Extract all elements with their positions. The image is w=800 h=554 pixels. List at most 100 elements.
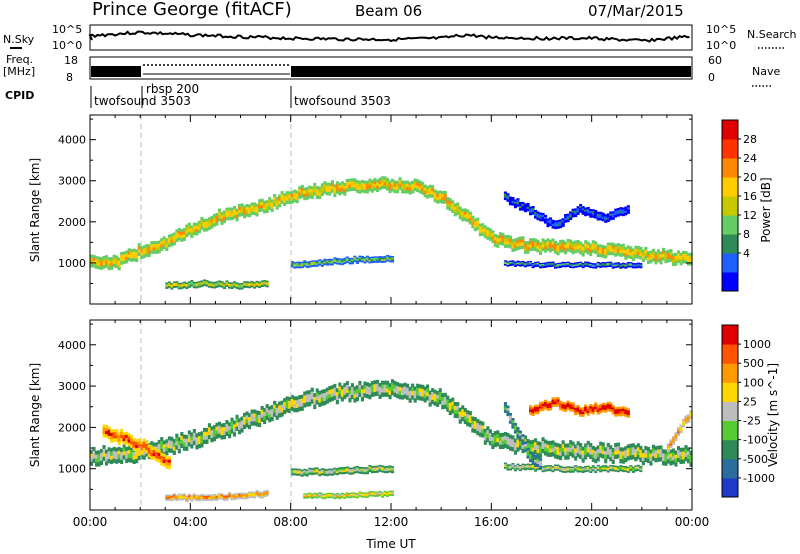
heatmap-cell [290, 398, 294, 404]
heatmap-cell [421, 191, 425, 195]
heatmap-cell [365, 180, 369, 185]
heatmap-cell [278, 197, 282, 202]
heatmap-cell [621, 413, 625, 416]
heatmap-cell [300, 474, 304, 477]
heatmap-cell [175, 445, 179, 450]
heatmap-cell [263, 493, 267, 496]
heatmap-cell [90, 254, 94, 259]
heatmap-cell [318, 470, 322, 473]
heatmap-cell [569, 471, 573, 473]
heatmap-cell [140, 249, 144, 253]
heatmap-cell [125, 259, 129, 264]
heatmap-cell [358, 388, 362, 394]
heatmap-cell [546, 452, 550, 457]
heatmap-cell [368, 178, 372, 183]
heatmap-cell [584, 261, 588, 264]
heatmap-cell [348, 187, 352, 192]
heatmap-cell [581, 262, 585, 265]
heatmap-cell [192, 225, 196, 230]
heatmap-cell [566, 217, 570, 221]
heatmap-cell [518, 438, 522, 442]
heatmap-cell [609, 262, 613, 265]
heatmap-cell [197, 494, 201, 497]
heatmap-cell [325, 185, 329, 190]
heatmap-cell [586, 452, 590, 457]
heatmap-cell [526, 439, 530, 444]
heatmap-cell [391, 387, 395, 392]
heatmap-cell [564, 264, 568, 267]
heatmap-cell [468, 217, 472, 222]
heatmap-cell [516, 237, 520, 241]
heatmap-cell [584, 209, 588, 213]
heatmap-cell [248, 283, 252, 286]
heatmap-cell [596, 244, 600, 248]
heatmap-cell [335, 261, 339, 263]
heatmap-cell [599, 406, 603, 409]
heatmap-cell [636, 455, 640, 460]
heatmap-cell [230, 425, 234, 430]
heatmap-cell [423, 193, 427, 198]
heatmap-cell [546, 403, 550, 407]
heatmap-cell [348, 398, 352, 403]
heatmap-cell [333, 495, 337, 497]
heatmap-cell [240, 497, 244, 500]
heatmap-cell [310, 494, 314, 497]
heatmap-cell [614, 250, 618, 254]
y-tick-label: 1000 [58, 257, 86, 270]
heatmap-cell [345, 381, 349, 386]
heatmap-cell [566, 239, 570, 243]
heatmap-cell [426, 396, 430, 401]
heatmap-cell [421, 392, 425, 397]
heatmap-cell [165, 285, 169, 288]
heatmap-cell [165, 287, 169, 289]
heatmap-cell [97, 262, 101, 267]
heatmap-cell [523, 265, 527, 268]
heatmap-cell [391, 492, 395, 494]
heatmap-cell [626, 466, 630, 469]
heatmap-cell [609, 465, 613, 467]
heatmap-cell [601, 263, 605, 265]
heatmap-cell [107, 266, 111, 271]
heatmap-cell [574, 405, 578, 409]
heatmap-cell [421, 384, 425, 390]
heatmap-cell [182, 496, 186, 499]
heatmap-cell [95, 450, 99, 455]
heatmap-cell [418, 396, 422, 401]
heatmap-cell [155, 455, 159, 459]
heatmap-cell [373, 465, 377, 468]
heatmap-cell [611, 405, 615, 408]
heatmap-cell [559, 263, 563, 266]
heatmap-cell [288, 400, 292, 406]
heatmap-cell [634, 466, 638, 469]
heatmap-cell [275, 206, 279, 210]
heatmap-cell [559, 403, 563, 406]
heatmap-cell [661, 253, 665, 258]
heatmap-cell [288, 197, 292, 201]
heatmap-cell [258, 414, 262, 420]
heatmap-cell [212, 495, 216, 498]
heatmap-cell [318, 474, 322, 477]
heatmap-cell [531, 247, 535, 251]
heatmap-cell [122, 251, 126, 255]
heatmap-cell [689, 262, 693, 266]
heatmap-cell [646, 260, 650, 264]
heatmap-cell [396, 189, 400, 194]
heatmap-cell [506, 440, 510, 446]
heatmap-cell [521, 236, 525, 240]
heatmap-cell [115, 258, 119, 263]
colorbar-swatch [722, 196, 738, 216]
heatmap-cell [511, 248, 515, 252]
nave-tick-top: 60 [708, 54, 722, 67]
heatmap-cell [187, 231, 191, 236]
heatmap-cell [508, 263, 512, 265]
heatmap-cell [401, 186, 405, 191]
heatmap-cell [185, 497, 189, 500]
heatmap-cell [411, 387, 415, 392]
heatmap-cell [574, 249, 578, 254]
heatmap-cell [228, 430, 232, 435]
heatmap-cell [365, 496, 369, 498]
heatmap-cell [616, 246, 620, 250]
heatmap-cell [325, 399, 329, 404]
heatmap-cell [268, 414, 272, 419]
heatmap-cell [328, 468, 332, 471]
